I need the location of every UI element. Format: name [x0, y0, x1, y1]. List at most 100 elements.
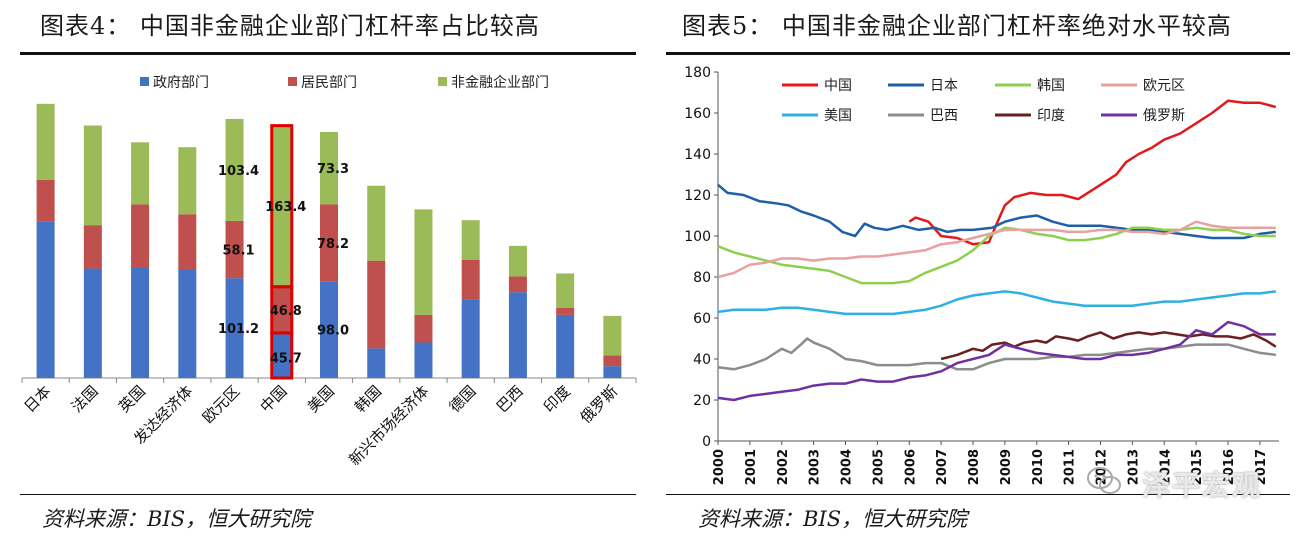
bar-segment: [225, 278, 244, 378]
x-tick-label: 2000: [712, 449, 727, 485]
bar-segment: [603, 355, 622, 367]
left-panel: 图表4： 中国非金融企业部门杠杆率占比较高 政府部门 居民部门 非金融企业部门日本法…: [20, 12, 637, 531]
bar-segment: [83, 225, 102, 269]
legend-label: 政府部门: [153, 75, 209, 91]
y-tick-label: 80: [693, 270, 711, 286]
data-label: 103.4: [218, 164, 259, 179]
data-label: 45.7: [270, 351, 302, 366]
bar-segment: [461, 299, 480, 378]
legend-label: 非金融企业部门: [451, 74, 549, 91]
legend-label: 日本: [930, 78, 958, 94]
bar-segment: [178, 214, 197, 270]
x-tick-label: 2017: [1254, 449, 1269, 485]
bar-segment: [225, 118, 244, 221]
bar-segment: [556, 314, 575, 378]
bar-segment: [178, 147, 197, 215]
bar-segment: [83, 125, 102, 226]
bar-segment: [556, 307, 575, 315]
data-label: 101.2: [218, 322, 259, 337]
line-chart: 0 20 40 60 80 100 120 140 160 180 2000 2001 2002 2003…: [684, 65, 1279, 485]
x-tick-label: 2008: [967, 449, 982, 485]
y-tick-label: 160: [684, 106, 711, 122]
series-line: [940, 331, 1277, 361]
bar-segment: [508, 276, 527, 293]
bar-segment: [603, 315, 622, 356]
legend-label: 居民部门: [301, 75, 357, 91]
bar-segment: [367, 348, 386, 378]
legend-swatch: [140, 77, 149, 86]
bar-segment: [36, 221, 55, 378]
x-tick-label: 2010: [1031, 449, 1046, 485]
legend-swatch: [288, 77, 297, 86]
right-source-rule: [666, 494, 1290, 495]
category-label: 英国: [115, 382, 149, 416]
bar-segment: [36, 103, 55, 180]
bar-segment: [414, 209, 433, 315]
y-tick-label: 100: [684, 229, 711, 245]
y-tick-label: 140: [684, 147, 711, 163]
x-tick-label: 2006: [903, 449, 918, 485]
category-label: 法国: [68, 382, 102, 416]
x-tick-label: 2002: [776, 449, 791, 485]
x-tick-label: 2004: [840, 449, 855, 485]
legend-label: 美国: [824, 108, 852, 124]
category-label: 欧元区: [199, 382, 244, 427]
bar-segment: [414, 342, 433, 378]
legend-label: 俄罗斯: [1143, 108, 1185, 124]
bar-segment: [272, 332, 291, 378]
series-line: [717, 183, 1276, 240]
left-figure-title: 图表4： 中国非金融企业部门杠杆率占比较高: [40, 12, 540, 40]
bar-segment: [367, 185, 386, 261]
category-label: 韩国: [351, 382, 385, 416]
x-tick-label: 2013: [1126, 449, 1141, 485]
category-label: 俄罗斯: [577, 382, 622, 427]
bar-segment: [225, 220, 244, 279]
legend-label: 中国: [824, 78, 852, 94]
x-tick-label: 2007: [935, 449, 950, 485]
category-label: 印度: [540, 382, 574, 416]
data-label: 78.2: [317, 237, 349, 252]
data-label: 58.1: [222, 244, 254, 259]
bar-segment: [131, 142, 150, 205]
legend-label: 巴西: [930, 108, 958, 124]
bar-segment: [320, 204, 338, 282]
bar-segment: [556, 273, 575, 308]
data-label: 98.0: [317, 324, 349, 339]
right-panel: 图表5： 中国非金融企业部门杠杆率绝对水平较高 0 20 40 60 80 100 120 1…: [650, 0, 1300, 540]
x-tick-label: 2001: [744, 449, 759, 485]
legend-label: 欧元区: [1143, 78, 1185, 94]
bar-segment: [83, 268, 102, 378]
x-tick-label: 2016: [1222, 449, 1237, 485]
left-title-rule: [20, 52, 636, 55]
bar-segment: [320, 281, 338, 378]
x-tick-label: 2005: [871, 449, 886, 485]
x-tick-label: 2014: [1158, 449, 1173, 485]
data-label: 73.3: [317, 162, 349, 177]
y-tick-label: 0: [702, 434, 711, 450]
data-label: 163.4: [265, 200, 306, 215]
left-source-rule: [20, 494, 636, 495]
category-label: 巴西: [493, 382, 527, 416]
category-label: 德国: [446, 382, 480, 416]
legend-label: 印度: [1037, 108, 1065, 124]
y-tick-label: 180: [684, 65, 711, 81]
y-tick-label: 40: [693, 352, 711, 368]
x-tick-label: 2012: [1095, 449, 1110, 485]
bar-segment: [320, 131, 338, 205]
bar-segment: [131, 267, 150, 378]
category-label: 日本: [20, 382, 54, 416]
series-line: [717, 337, 1276, 371]
right-source-note: 资料来源：BIS，恒大研究院: [698, 507, 968, 531]
y-tick-label: 120: [684, 188, 711, 204]
category-label: 中国: [257, 382, 291, 416]
x-tick-label: 2009: [999, 449, 1014, 485]
bar-segment: [508, 245, 527, 277]
bar-segment: [508, 292, 527, 378]
bar-segment: [461, 259, 480, 300]
bar-segment: [461, 220, 480, 260]
bar-segment: [603, 366, 622, 378]
bar-segment: [178, 269, 197, 378]
y-tick-label: 60: [693, 311, 711, 327]
bar-segment: [272, 286, 291, 333]
